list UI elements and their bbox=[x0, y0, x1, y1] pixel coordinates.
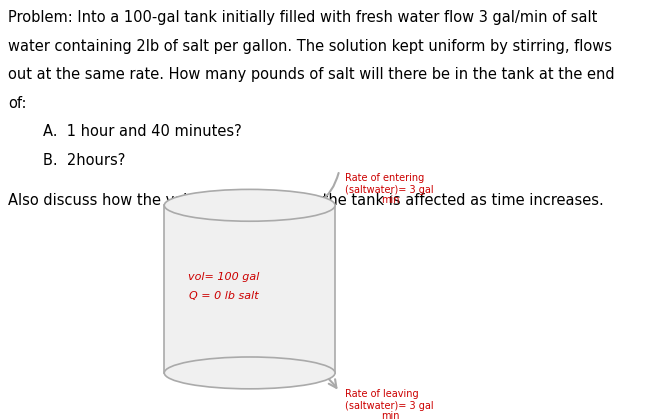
Text: Q = 0 lb salt: Q = 0 lb salt bbox=[189, 291, 259, 301]
Text: A.  1 hour and 40 minutes?: A. 1 hour and 40 minutes? bbox=[43, 124, 242, 140]
Text: Problem: Into a 100-gal tank initially filled with fresh water flow 3 gal/min of: Problem: Into a 100-gal tank initially f… bbox=[8, 10, 597, 26]
Text: B.  2hours?: B. 2hours? bbox=[43, 153, 125, 168]
Bar bbox=[164, 205, 335, 373]
Text: (saltwater)= 3 gal: (saltwater)= 3 gal bbox=[345, 185, 434, 195]
Text: (saltwater)= 3 gal: (saltwater)= 3 gal bbox=[345, 401, 434, 411]
Ellipse shape bbox=[164, 189, 335, 221]
Text: Also discuss how the volume of salt inside the tank is affected as time increase: Also discuss how the volume of salt insi… bbox=[8, 193, 604, 208]
Text: Rate of entering: Rate of entering bbox=[345, 173, 424, 184]
Text: min: min bbox=[381, 411, 399, 419]
Text: min: min bbox=[381, 195, 399, 205]
Text: out at the same rate. How many pounds of salt will there be in the tank at the e: out at the same rate. How many pounds of… bbox=[8, 67, 614, 83]
Text: of:: of: bbox=[8, 96, 26, 111]
Text: Rate of leaving: Rate of leaving bbox=[345, 389, 419, 399]
Text: water containing 2lb of salt per gallon. The solution kept uniform by stirring, : water containing 2lb of salt per gallon.… bbox=[8, 39, 612, 54]
Ellipse shape bbox=[164, 357, 335, 389]
Text: vol= 100 gal: vol= 100 gal bbox=[189, 272, 260, 282]
